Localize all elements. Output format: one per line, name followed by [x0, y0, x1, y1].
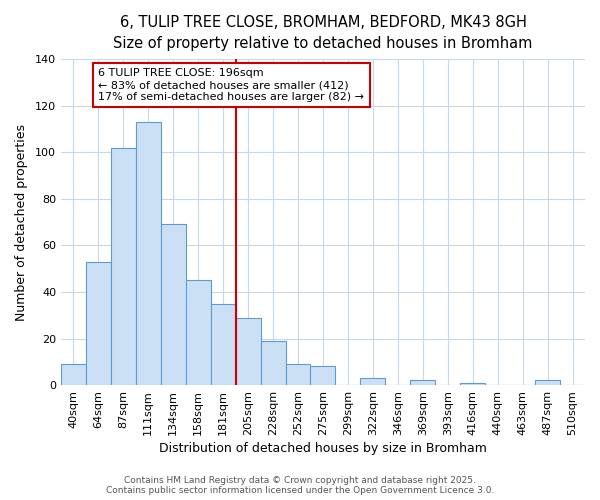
Bar	[86, 262, 111, 385]
Bar	[260, 341, 286, 385]
Bar	[186, 280, 211, 385]
Bar	[136, 122, 161, 385]
Bar	[410, 380, 435, 385]
Bar	[535, 380, 560, 385]
Bar	[111, 148, 136, 385]
Bar	[286, 364, 310, 385]
Bar	[236, 318, 260, 385]
Y-axis label: Number of detached properties: Number of detached properties	[15, 124, 28, 320]
Bar	[161, 224, 186, 385]
Text: Contains HM Land Registry data © Crown copyright and database right 2025.
Contai: Contains HM Land Registry data © Crown c…	[106, 476, 494, 495]
X-axis label: Distribution of detached houses by size in Bromham: Distribution of detached houses by size …	[159, 442, 487, 455]
Text: 6 TULIP TREE CLOSE: 196sqm
← 83% of detached houses are smaller (412)
17% of sem: 6 TULIP TREE CLOSE: 196sqm ← 83% of deta…	[98, 68, 364, 102]
Bar	[211, 304, 236, 385]
Bar	[460, 382, 485, 385]
Bar	[361, 378, 385, 385]
Title: 6, TULIP TREE CLOSE, BROMHAM, BEDFORD, MK43 8GH
Size of property relative to det: 6, TULIP TREE CLOSE, BROMHAM, BEDFORD, M…	[113, 15, 533, 51]
Bar	[310, 366, 335, 385]
Bar	[61, 364, 86, 385]
